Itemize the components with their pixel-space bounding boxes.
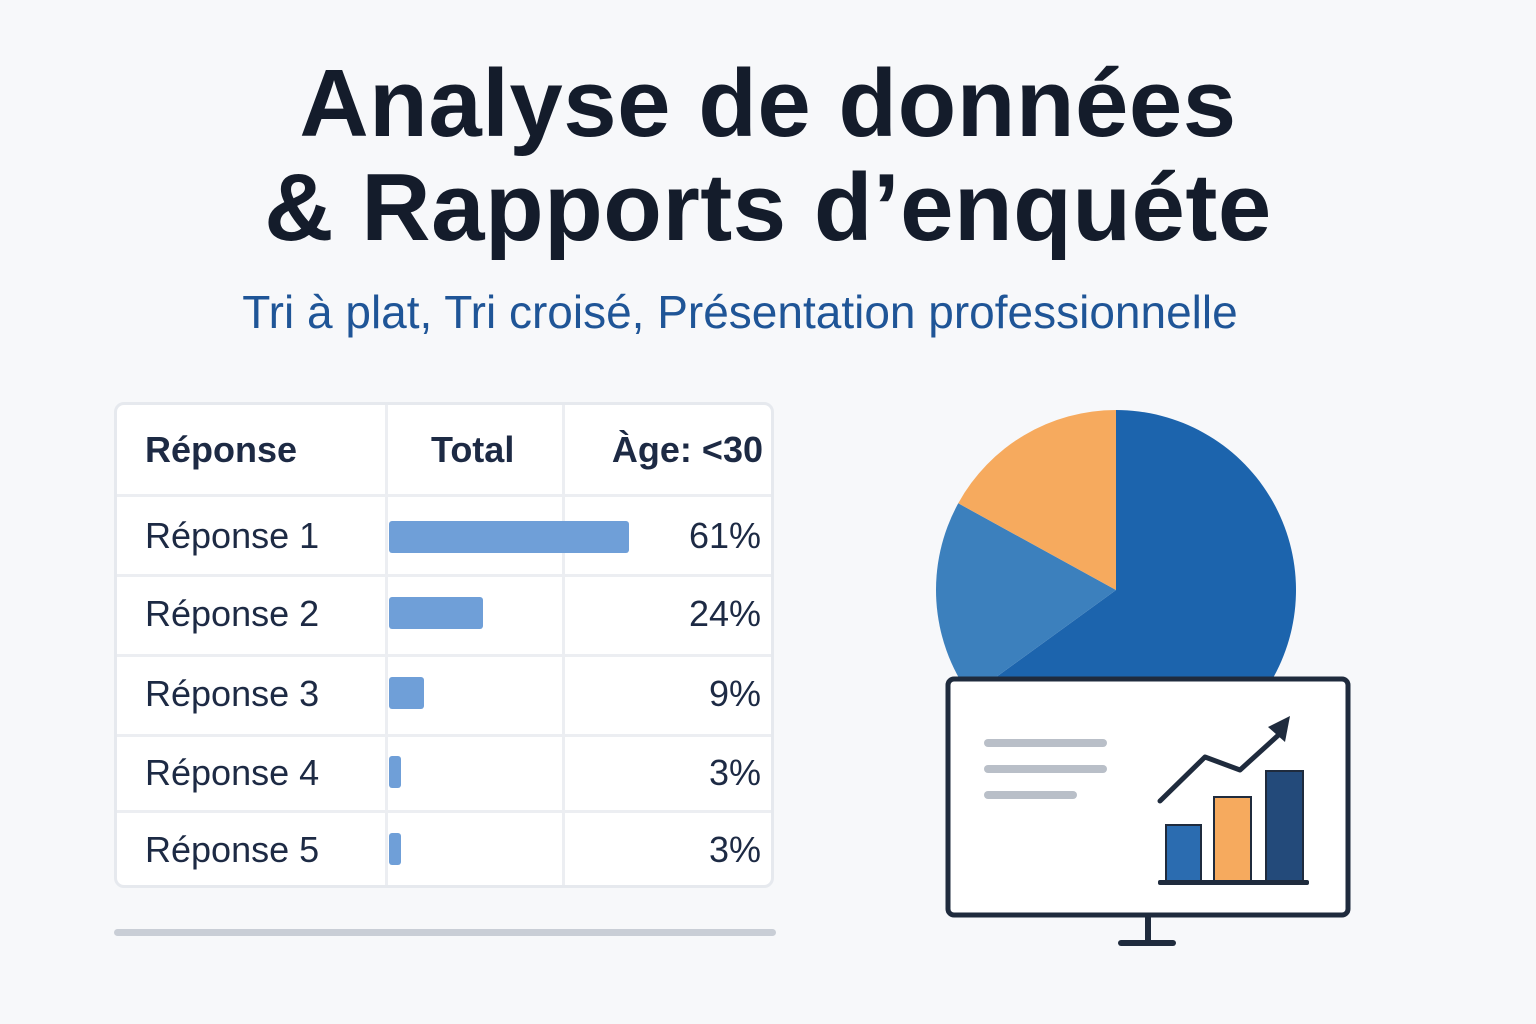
title-line-1: Analyse de données xyxy=(299,50,1237,157)
row-value: 9% xyxy=(708,673,761,714)
row-label: Réponse 5 xyxy=(145,829,320,870)
column-divider xyxy=(562,405,565,885)
row-value: 3% xyxy=(708,829,761,870)
icon-bar xyxy=(1165,824,1202,883)
page-title: Analyse de données & Rapports d’enquéte xyxy=(0,52,1536,260)
total-bar xyxy=(389,521,629,553)
row-label: Réponse 1 xyxy=(145,515,320,556)
table-underline xyxy=(114,929,776,936)
title-line-2: & Rapports d’enquéte xyxy=(264,154,1272,261)
table-row: Réponse 4 3% xyxy=(117,737,771,813)
column-divider xyxy=(385,405,388,885)
monitor-neck xyxy=(1145,915,1151,943)
row-label: Réponse 3 xyxy=(145,673,320,714)
table-row: Réponse 1 61% xyxy=(117,497,771,577)
results-table: Réponse Total Àge: <30 Réponse 1 61% Rép… xyxy=(114,402,774,888)
total-bar xyxy=(389,756,401,788)
total-bar xyxy=(389,597,483,629)
table-header-row: Réponse Total Àge: <30 xyxy=(117,405,771,497)
row-label: Réponse 2 xyxy=(145,593,320,634)
bar-chart-icon xyxy=(1158,770,1309,885)
header-age: Àge: <30 xyxy=(611,429,763,470)
text-lines-icon xyxy=(984,739,1107,799)
table-row: Réponse 2 24% xyxy=(117,577,771,657)
icon-baseline xyxy=(1158,880,1309,885)
row-value: 61% xyxy=(688,515,761,556)
trend-arrow-icon xyxy=(1157,716,1290,804)
table-row: Réponse 3 9% xyxy=(117,657,771,737)
total-bar xyxy=(389,677,424,709)
total-bar xyxy=(389,833,401,865)
row-label: Réponse 4 xyxy=(145,752,320,793)
pie-slice xyxy=(936,503,1116,696)
monitor-stand xyxy=(1118,940,1176,946)
icon-bar xyxy=(1265,770,1304,883)
header-total: Total xyxy=(431,429,515,470)
icon-bar xyxy=(1213,796,1252,883)
row-value: 24% xyxy=(688,593,761,634)
table-row: Réponse 5 3% xyxy=(117,813,771,885)
subtitle: Tri à plat, Tri croisé, Présentation pro… xyxy=(242,286,1238,338)
row-value: 3% xyxy=(708,752,761,793)
header-response: Réponse xyxy=(145,429,298,470)
pie-slice xyxy=(958,410,1116,590)
